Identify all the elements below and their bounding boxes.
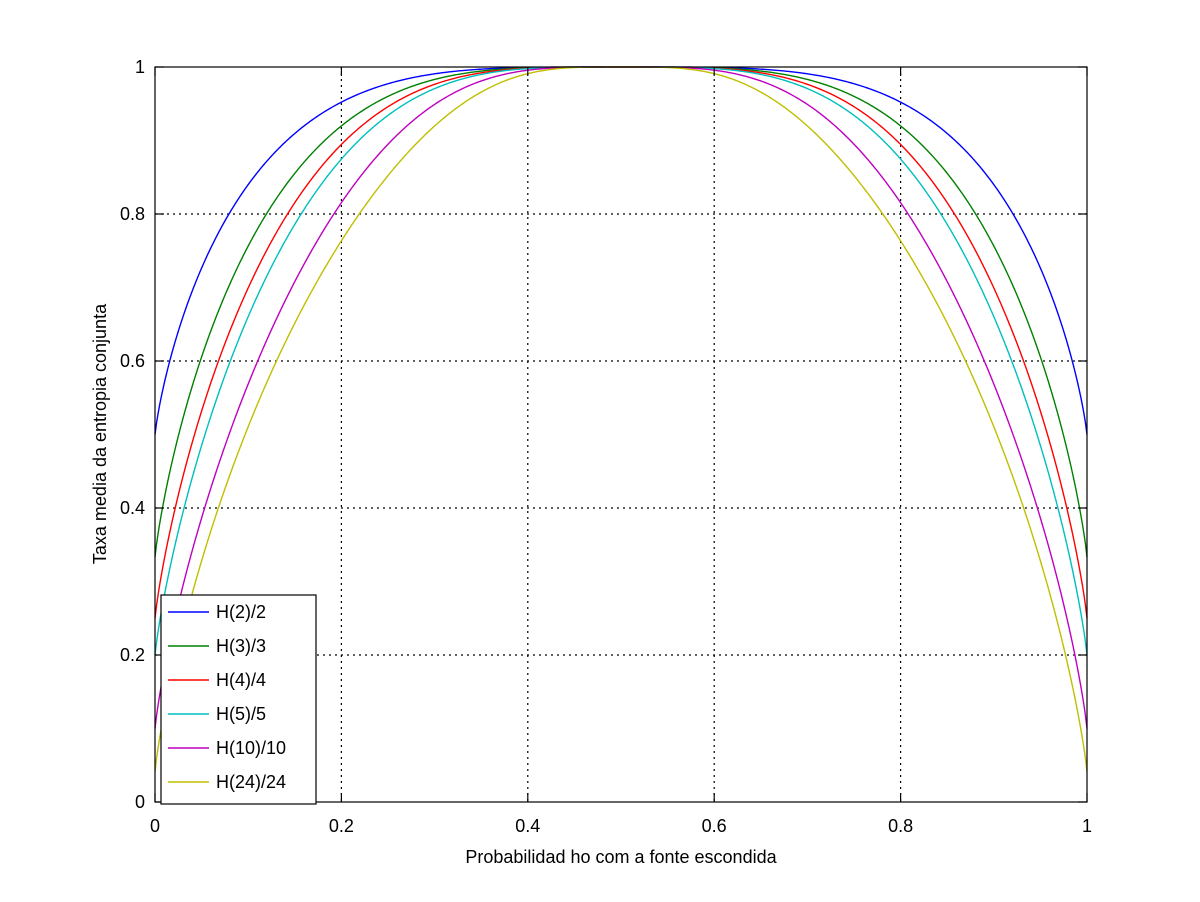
x-tick-label: 0.4 (515, 816, 540, 836)
x-tick-label: 1 (1082, 816, 1092, 836)
x-tick-label: 0 (150, 816, 160, 836)
y-tick-label: 0.8 (120, 204, 145, 224)
axes (154, 66, 1088, 803)
legend-label-3: H(5)/5 (216, 704, 266, 724)
x-tick-label: 0.6 (702, 816, 727, 836)
y-tick-label: 0 (135, 792, 145, 812)
y-tick-label: 1 (135, 57, 145, 77)
y-axis-label: Taxa media da entropia conjunta (90, 303, 110, 564)
grid (155, 67, 1087, 802)
y-tick-label: 0.2 (120, 645, 145, 665)
legend: H(2)/2 H(3)/3 H(4)/4 H(5)/5 H(10)/10 H(24)/24 (160, 594, 317, 805)
legend-label-2: H(4)/4 (216, 670, 266, 690)
x-tick-label: 0.8 (888, 816, 913, 836)
y-tick-label: 0.6 (120, 351, 145, 371)
legend-label-0: H(2)/2 (216, 602, 266, 622)
legend-label-5: H(24)/24 (216, 772, 286, 792)
legend-box (160, 594, 317, 805)
legend-label-4: H(10)/10 (216, 738, 286, 758)
legend-label-1: H(3)/3 (216, 636, 266, 656)
tick-labels: 0 0.2 0.4 0.6 0.8 1 0 0.2 0.4 0.6 0.8 1 (120, 57, 1092, 836)
x-axis-label: Probabilidad ho com a fonte escondida (465, 847, 777, 867)
axes-box (154, 66, 1088, 803)
y-tick-label: 0.4 (120, 498, 145, 518)
x-tick-label: 0.2 (329, 816, 354, 836)
